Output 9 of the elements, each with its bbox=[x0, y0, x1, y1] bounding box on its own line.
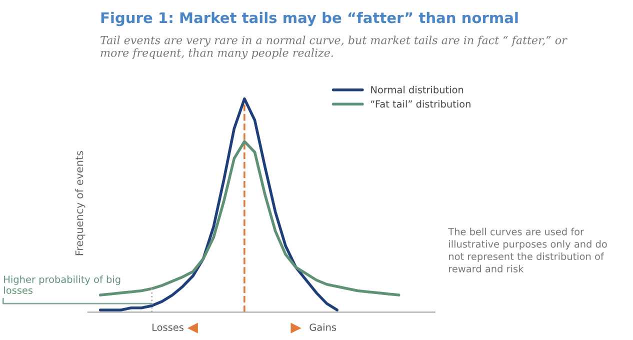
text: Gains bbox=[310, 323, 336, 331]
legend-label: “Fat tail” distribution bbox=[371, 100, 470, 108]
chart-subtitle: Tail events are very rare in a normal curve, but market tails are in fact “ fatter,” or more frequent, than many people realize. bbox=[100, 36, 568, 60]
y-axis-title: Frequency of events bbox=[75, 151, 86, 256]
text: Losses bbox=[152, 324, 184, 331]
legend-label: Normal distribution bbox=[371, 86, 464, 94]
text: The bell curves are used for illustrative purposes only and do not represent the distribution of reward and risk bbox=[448, 228, 607, 272]
annotation: Higher probability of big losses bbox=[4, 276, 120, 294]
chart-title: Figure 1: Market tails may be “fatter” than normal bbox=[101, 12, 518, 26]
